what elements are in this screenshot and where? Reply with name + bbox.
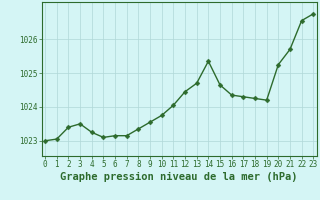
X-axis label: Graphe pression niveau de la mer (hPa): Graphe pression niveau de la mer (hPa) [60,172,298,182]
